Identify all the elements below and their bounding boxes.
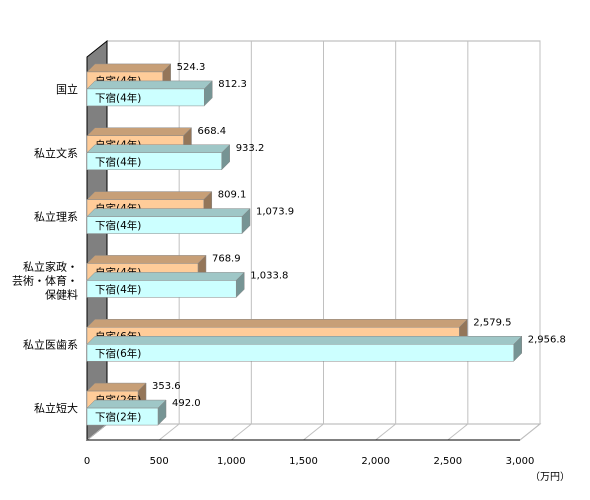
bar-top-face bbox=[86, 255, 207, 264]
bar-value-label: 933.2 bbox=[236, 143, 265, 154]
x-tick-label: 1,000 bbox=[217, 456, 246, 467]
bar-top-face bbox=[86, 191, 213, 200]
bar-top-face bbox=[86, 336, 523, 345]
bar-top-face bbox=[86, 80, 213, 90]
bar-value-label: 812.3 bbox=[218, 79, 247, 90]
bar-series-label: 下宿(2年) bbox=[95, 411, 141, 424]
bar-series-label: 下宿(4年) bbox=[95, 91, 141, 104]
floor-gridline bbox=[303, 423, 324, 441]
x-tick-label: 2,000 bbox=[361, 456, 390, 467]
bar-value-label: 492.0 bbox=[172, 398, 201, 409]
bar-series-label: 下宿(4年) bbox=[95, 283, 141, 296]
bar-value-label: 1,073.9 bbox=[256, 207, 294, 218]
floor-gridline bbox=[231, 423, 252, 441]
bar-value-label: 668.4 bbox=[197, 126, 226, 137]
bar: 下宿(4年) 1,073.9 bbox=[86, 207, 294, 235]
bar-series-label: 下宿(4年) bbox=[95, 155, 141, 168]
bar: 下宿(4年) 1,033.8 bbox=[86, 270, 288, 299]
bar-series-label: 下宿(6年) bbox=[95, 347, 141, 360]
x-tick-label: 1,500 bbox=[289, 456, 318, 467]
bar-top-face bbox=[86, 319, 468, 328]
floor-gridline bbox=[447, 423, 469, 441]
category-label: 私立文系 bbox=[34, 146, 78, 160]
bar-front-face bbox=[86, 88, 205, 107]
bar-front-face bbox=[86, 152, 222, 170]
bar: 下宿(6年) 2,956.8 bbox=[86, 334, 566, 362]
x-tick-label: 3,000 bbox=[506, 456, 535, 467]
x-tick-label: 500 bbox=[150, 456, 169, 467]
bar-value-label: 809.1 bbox=[218, 190, 247, 201]
category-label: 私立医歯系 bbox=[23, 337, 78, 351]
bar-top-face bbox=[86, 144, 231, 153]
bar: 下宿(2年) 492.0 bbox=[86, 398, 201, 426]
floor-gridline bbox=[158, 423, 180, 441]
category-label: 国立 bbox=[56, 82, 78, 96]
floor-gridline bbox=[86, 423, 108, 441]
bar-value-label: 2,579.5 bbox=[473, 317, 511, 328]
bar: 下宿(4年) 812.3 bbox=[86, 79, 247, 107]
bar-value-label: 2,956.8 bbox=[528, 334, 566, 345]
unit-label: （万円） bbox=[530, 471, 570, 483]
category-label: 保健料 bbox=[45, 287, 78, 301]
bar-front-face bbox=[86, 407, 159, 426]
bar-series-label: 下宿(4年) bbox=[95, 219, 141, 232]
bar-top-face bbox=[86, 272, 245, 281]
floor-gridline bbox=[519, 423, 541, 441]
category-label: 芸術・体育・ bbox=[12, 273, 78, 287]
bar-value-label: 768.9 bbox=[212, 253, 241, 264]
bar-top-face bbox=[86, 382, 147, 392]
bar-value-label: 353.6 bbox=[152, 381, 181, 392]
x-tick-label: 2,500 bbox=[434, 456, 463, 467]
category-label: 私立家政・ bbox=[23, 259, 78, 273]
floor-gridline bbox=[375, 423, 396, 441]
bar-value-label: 1,033.8 bbox=[250, 270, 288, 281]
bar-top-face bbox=[86, 399, 167, 409]
bar: 下宿(4年) 933.2 bbox=[86, 143, 265, 171]
x-tick-labels: 0 500 1,000 1,500 2,000 2,500 3,000 bbox=[84, 456, 535, 467]
bar-top-face bbox=[86, 63, 172, 73]
bar-top-face bbox=[86, 208, 251, 217]
bar-top-face bbox=[86, 127, 193, 136]
category-label: 私立短大 bbox=[34, 401, 78, 415]
x-tick-label: 0 bbox=[84, 456, 90, 467]
bar-front-face bbox=[86, 216, 243, 234]
bar-front-face bbox=[86, 344, 515, 362]
bar-series: 自宅(4年)524.3下宿(4年)812.3自宅(4年)668.4下宿(4年)9… bbox=[86, 62, 566, 426]
bar-value-label: 524.3 bbox=[177, 62, 206, 73]
category-label: 私立理系 bbox=[34, 210, 78, 224]
bar-front-face bbox=[86, 280, 237, 298]
